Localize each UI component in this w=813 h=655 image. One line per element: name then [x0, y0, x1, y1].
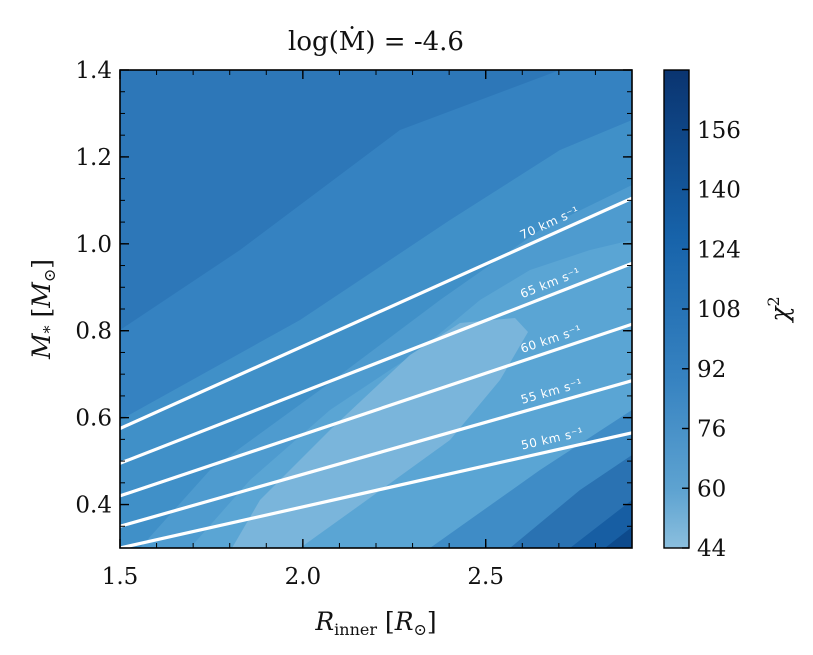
- colorbar-tick-label: 76: [697, 417, 726, 443]
- colorbar-tick-label: 140: [697, 178, 741, 204]
- y-tick-label: 0.8: [75, 319, 112, 345]
- y-tick-label: 0.4: [75, 493, 112, 519]
- x-tick-label: 2.0: [285, 564, 322, 590]
- colorbar-tick-label: 92: [697, 357, 726, 383]
- colorbar-ticks: 44 60 76 92 108 124 140 156: [682, 118, 741, 562]
- velocity-line: [120, 322, 632, 498]
- velocity-line: [120, 431, 632, 548]
- colorbar-tick-label: 44: [697, 536, 726, 562]
- chart-title: log(Ṁ) = -4.6: [288, 26, 464, 57]
- colorbar-tick-label: 124: [697, 237, 741, 263]
- x-axis-label: Rinner [R⊙]: [314, 607, 436, 639]
- y-tick-label: 1.0: [75, 232, 112, 258]
- x-tick-label: 2.5: [467, 564, 504, 590]
- velocity-line: [120, 379, 632, 528]
- y-axis-label: M* [M⊙]: [27, 259, 59, 360]
- y-tick-label: 0.6: [75, 406, 112, 432]
- y-tick-label: 1.4: [75, 58, 112, 84]
- x-tick-label: 1.5: [102, 564, 139, 590]
- colorbar-tick-label: 108: [697, 297, 741, 323]
- contour-band-bottom-right-4: [605, 527, 632, 548]
- x-axis-ticks: 1.5 2.0 2.5: [102, 70, 633, 590]
- y-axis-ticks: 0.4 0.6 0.8 1.0 1.2 1.4: [75, 58, 632, 549]
- colorbar-tick-label: 60: [697, 476, 726, 502]
- colorbar-label: χ2: [764, 296, 794, 323]
- contour-band-bottom-right-3: [570, 500, 632, 548]
- colorbar-tick-label: 156: [697, 118, 741, 144]
- velocity-line: [120, 196, 632, 430]
- velocity-lines: [120, 196, 632, 548]
- velocity-line: [120, 261, 632, 465]
- y-tick-label: 1.2: [75, 145, 112, 171]
- contour-band-minimum: [232, 318, 528, 548]
- contour-field: [120, 70, 632, 548]
